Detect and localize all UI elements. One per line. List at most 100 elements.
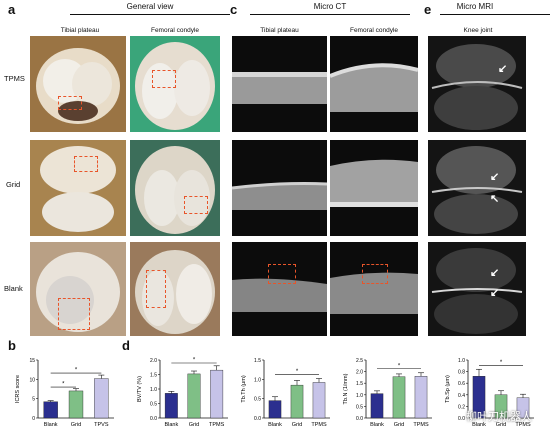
y-axis-label: Tb.Sp (μm): [445, 375, 451, 403]
section-divider: [250, 14, 410, 15]
x-tick-label: TPMS: [311, 422, 327, 428]
y-tick-label: 15: [29, 358, 35, 364]
y-tick-label: 1.0: [254, 377, 261, 383]
significance-mark: *: [398, 363, 401, 369]
y-tick-label: 1.0: [356, 393, 363, 399]
row-label-blank: Blank: [4, 284, 23, 293]
bar: [392, 376, 406, 419]
x-tick-label: Grid: [189, 422, 199, 428]
ct-femoral-tpms: [330, 36, 418, 132]
ct-femoral-grid: [330, 140, 418, 236]
row-label-tpms: TPMS: [4, 74, 25, 83]
bar: [187, 373, 201, 419]
photo-femoral-blank: [130, 242, 220, 336]
y-axis-label: ICRS score: [15, 375, 21, 403]
y-tick-label: 2.0: [150, 358, 157, 364]
y-tick-label: 1.5: [254, 358, 261, 364]
x-tick-label: TPVS: [94, 422, 109, 428]
y-tick-label: 1.5: [150, 373, 157, 379]
chart-tbth: 0.0 0.5 1.0 1.5 Tb.Th (μm) Blank Grid TPMS *: [234, 350, 334, 432]
mri-tpms: ↙: [428, 36, 526, 132]
y-axis-label: Tb.N (1/mm): [343, 373, 349, 404]
roi-box: [74, 156, 98, 172]
y-tick-label: 0.5: [254, 397, 261, 403]
x-tick-label: TPMS: [515, 422, 531, 428]
roi-box: [152, 70, 176, 88]
col-label-femoral: Femoral condyle: [150, 27, 200, 34]
x-tick-label: TPMS: [209, 422, 225, 428]
y-tick-label: 1.0: [150, 387, 157, 393]
col-label-ct-tibial: Tibial plateau: [260, 27, 299, 34]
photo-tibial-tpms: [30, 36, 126, 132]
panel-letter-a: a: [8, 2, 16, 17]
bar: [414, 376, 428, 419]
section-divider: [70, 14, 230, 15]
y-tick-label: 0.0: [356, 416, 363, 422]
x-tick-label: Blank: [164, 422, 178, 428]
x-tick-label: Grid: [394, 422, 404, 428]
col-label-ct-femoral: Femoral condyle: [349, 27, 399, 34]
y-tick-label: 0.0: [458, 416, 465, 422]
significance-mark: *: [500, 360, 503, 366]
watermark-text: 柳叶刀机器人: [466, 411, 532, 423]
arrow-icon: ↙: [490, 287, 500, 299]
y-tick-label: 0.5: [356, 404, 363, 410]
chart-bvtv: 0.0 0.5 1.0 1.5 2.0 BV/TV (%) Blank Grid TPMS *: [130, 350, 232, 432]
y-tick-label: 0.8: [458, 370, 465, 376]
y-tick-label: 0.2: [458, 404, 465, 410]
panel-letter-b: b: [8, 338, 16, 353]
bar: [268, 400, 282, 419]
arrow-icon: ↙: [490, 267, 500, 279]
x-tick-label: Grid: [496, 422, 506, 428]
x-tick-label: Blank: [44, 422, 58, 428]
bar: [516, 397, 530, 419]
x-tick-label: Grid: [71, 422, 81, 428]
y-tick-label: 5: [32, 397, 35, 403]
arrow-icon: ↙: [490, 171, 500, 183]
chart-tbsp: 0.0 0.2 0.4 0.6 0.8 1.0 Tb.Sp (μm) Blank Grid TPM…: [438, 350, 538, 432]
mri-blank: ↙ ↙: [428, 242, 526, 336]
general-view-title: General view: [126, 2, 174, 11]
photo-femoral-tpms: [130, 36, 220, 132]
panel-letter-e: e: [424, 2, 432, 17]
y-tick-label: 0.4: [458, 393, 465, 399]
y-tick-label: 0.6: [458, 381, 465, 387]
bar: [68, 390, 84, 419]
bar: [164, 393, 178, 419]
x-tick-label: TPMS: [413, 422, 429, 428]
bar: [94, 378, 109, 419]
bar: [312, 382, 326, 419]
photo-tibial-blank: [30, 242, 126, 336]
panel-letter-d: d: [122, 338, 130, 353]
significance-mark: *: [296, 369, 299, 375]
photo-femoral-grid: [130, 140, 220, 236]
chart-tbn: 0.0 0.5 1.0 1.5 2.0 2.5 Tb.N (1/mm) Blank Grid TP…: [336, 350, 436, 432]
roi-box: [58, 298, 90, 330]
col-label-tibial: Tibial plateau: [60, 27, 100, 34]
mri-grid: ↙ ↖: [428, 140, 526, 236]
significance-mark: *: [193, 358, 196, 364]
y-tick-label: 0.0: [150, 416, 157, 422]
bar: [370, 393, 384, 419]
significance-mark: *: [75, 368, 78, 374]
y-tick-label: 2.0: [356, 370, 363, 376]
significance-mark: *: [62, 382, 65, 388]
x-tick-label: Blank: [472, 422, 486, 428]
y-tick-label: 0.5: [150, 402, 157, 408]
x-tick-label: Blank: [268, 422, 282, 428]
section-divider: [440, 14, 550, 15]
panel-letter-c: c: [230, 2, 238, 17]
x-tick-label: Blank: [370, 422, 384, 428]
roi-box: [146, 270, 166, 308]
arrow-icon: ↙: [498, 63, 508, 75]
row-label-grid: Grid: [6, 180, 21, 189]
y-tick-label: 0.0: [254, 416, 261, 422]
bar: [210, 369, 224, 419]
bar: [43, 401, 58, 419]
ct-femoral-blank: [330, 242, 418, 336]
y-tick-label: 10: [29, 377, 35, 383]
roi-box: [268, 264, 296, 284]
y-axis-label: Tb.Th (μm): [241, 375, 247, 402]
ct-tibial-tpms: [232, 36, 327, 132]
y-tick-label: 1.0: [458, 358, 465, 364]
